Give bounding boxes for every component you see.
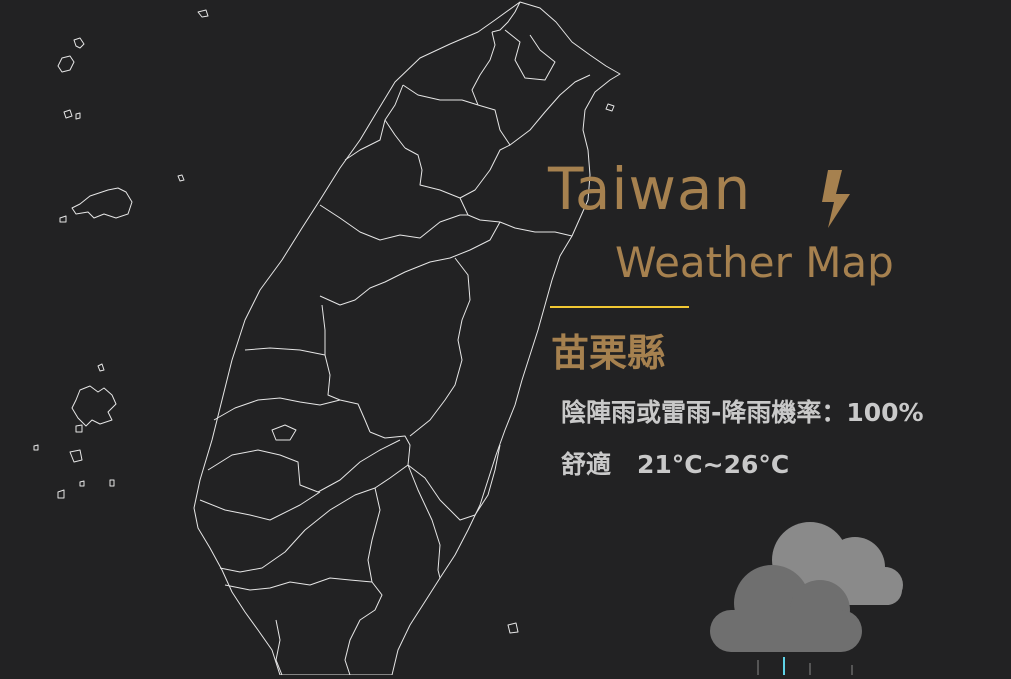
rain-cloud-icon (700, 515, 910, 675)
taiwan-island-outline (193, 1, 621, 675)
temperature-range: 21°C~26°C (637, 450, 790, 479)
title-divider (550, 306, 689, 308)
map-subtitle: Weather Map (615, 238, 894, 287)
map-title: Taiwan (548, 155, 752, 223)
county-name: 苗栗縣 (551, 331, 666, 375)
comfort-level: 舒適 (561, 450, 612, 479)
comfort-temperature-row: 舒適 21°C~26°C (561, 452, 789, 477)
weather-description: 陰陣雨或雷雨-降雨機率：100% (561, 398, 924, 427)
lightning-bolt-icon (818, 170, 854, 232)
